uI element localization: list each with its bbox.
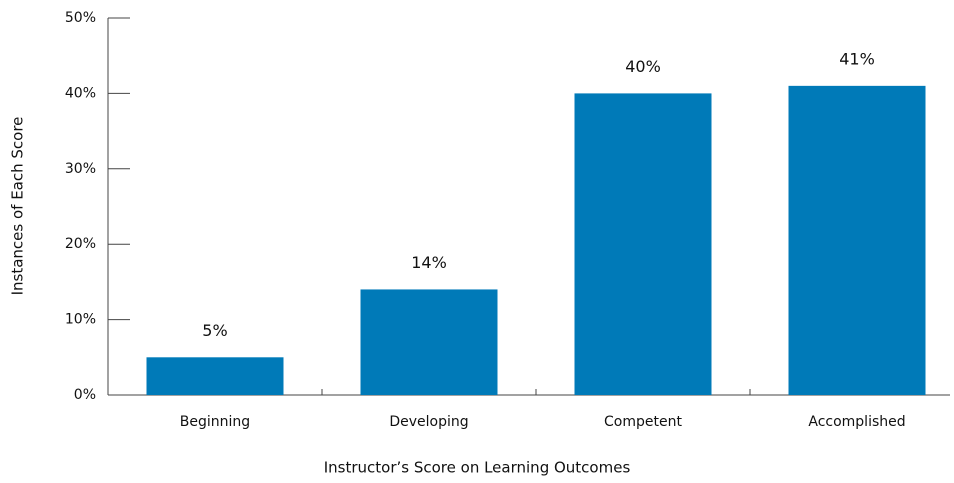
y-tick-label: 10% [65,312,96,328]
value-label: 41% [839,49,875,68]
y-axis-label: Instances of Each Score [9,117,27,296]
y-tick-label: 30% [65,161,96,177]
y-tick-label: 40% [65,85,96,101]
x-tick-label: Competent [604,414,682,430]
y-tick-label: 50% [65,10,96,26]
bar [146,357,284,395]
value-label: 40% [625,57,661,76]
x-tick-label: Beginning [180,414,250,430]
x-tick-label: Accomplished [808,414,905,430]
bar [360,289,498,395]
x-tick-label: Developing [389,414,468,430]
y-tick-label: 20% [65,236,96,252]
value-label: 14% [411,253,447,272]
bar [574,93,712,396]
value-label: 5% [202,321,227,340]
x-axis-label: Instructor’s Score on Learning Outcomes [324,459,631,477]
y-tick-label: 0% [74,387,96,403]
bar [788,85,926,396]
